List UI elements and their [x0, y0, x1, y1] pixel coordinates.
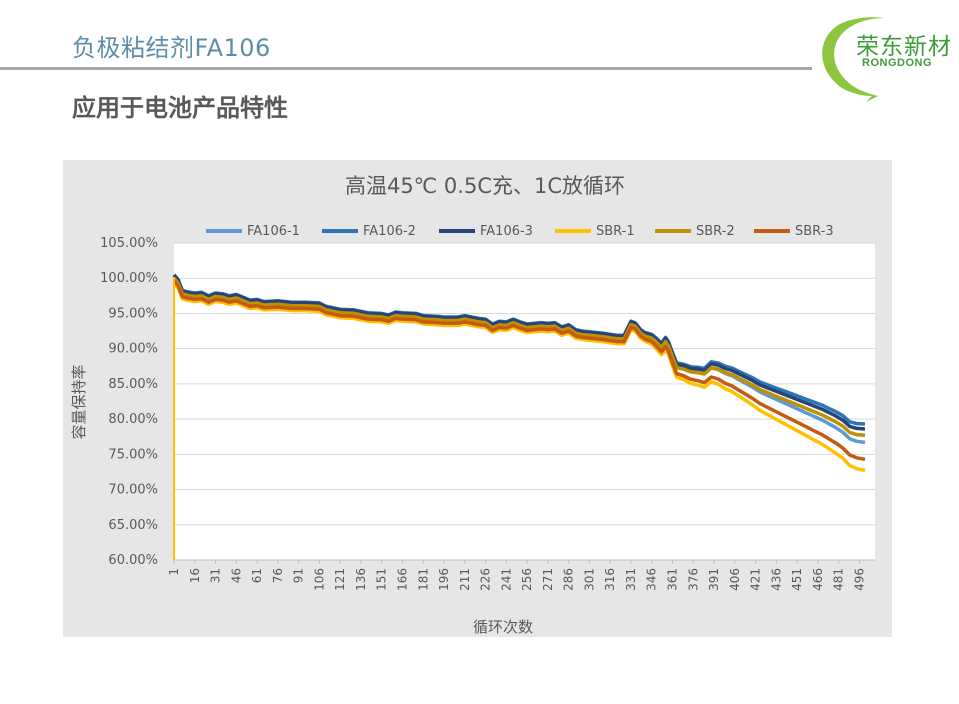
capacity-retention-chart: 高温45℃ 0.5C充、1C放循环 FA106-1 FA106-2 FA106-3 S… — [70, 174, 875, 636]
x-tick-label: 1 — [167, 568, 181, 576]
x-tick-label: 76 — [271, 568, 285, 583]
chart-panel: 高温45℃ 0.5C充、1C放循环 FA106-1 FA106-2 FA106-3 S… — [63, 160, 892, 637]
x-tick-label: 226 — [479, 568, 493, 591]
x-tick-label: 211 — [458, 568, 472, 591]
logo-name-cn: 荣东新材 — [856, 34, 952, 60]
title-divider — [0, 67, 812, 70]
series-lines — [172, 273, 866, 560]
x-tick-label: 481 — [832, 568, 846, 591]
x-tick-label: 61 — [250, 568, 264, 583]
x-tick-label: 256 — [520, 568, 534, 591]
chart-title: 高温45℃ 0.5C充、1C放循环 — [345, 174, 625, 198]
x-tick-label: 451 — [790, 568, 804, 591]
x-tick-label: 391 — [707, 568, 721, 591]
y-tick-label: 100.00% — [100, 271, 158, 286]
y-tick-label: 105.00% — [100, 236, 158, 251]
slide-title: 负极粘结剂FA106 — [72, 34, 271, 62]
x-tick-label: 151 — [375, 568, 389, 591]
x-tick-label: 406 — [728, 568, 742, 591]
y-tick-label: 80.00% — [108, 412, 158, 427]
legend-label: SBR-1 — [596, 224, 635, 239]
x-tick-label: 166 — [395, 568, 409, 591]
legend-label: FA106-1 — [247, 224, 300, 239]
x-tick-label: 241 — [499, 568, 513, 591]
y-tick-label: 85.00% — [108, 377, 158, 392]
legend-label: FA106-2 — [363, 224, 416, 239]
y-tick-label: 75.00% — [108, 447, 158, 462]
x-tick-label: 286 — [562, 568, 576, 591]
y-tick-label: 95.00% — [108, 306, 158, 321]
x-tick-label: 331 — [624, 568, 638, 591]
slide-subtitle: 应用于电池产品特性 — [72, 94, 288, 122]
x-tick-label: 301 — [582, 568, 596, 591]
x-tick-label: 346 — [645, 568, 659, 591]
x-tick-label: 496 — [852, 568, 866, 591]
x-tick-label: 31 — [209, 568, 223, 583]
y-tick-label: 70.00% — [108, 483, 158, 498]
x-axis-label: 循环次数 — [473, 618, 533, 636]
x-tick-label: 436 — [769, 568, 783, 591]
plot-area — [174, 243, 875, 560]
logo-name-en: RONGDONG — [862, 57, 932, 69]
x-tick-label: 376 — [686, 568, 700, 591]
y-tick-label: 90.00% — [108, 342, 158, 357]
x-tick-label: 46 — [229, 568, 243, 583]
x-tick-label: 181 — [416, 568, 430, 591]
x-tick-label: 136 — [354, 568, 368, 591]
series-line-sbr-1 — [172, 282, 866, 473]
x-tick-label: 361 — [666, 568, 680, 591]
logo-ring-icon — [822, 17, 884, 102]
x-tick-label: 466 — [811, 568, 825, 591]
x-tick-label: 16 — [188, 568, 202, 583]
legend-label: SBR-2 — [696, 224, 735, 239]
y-tick-label: 60.00% — [108, 553, 158, 568]
x-tick-label: 271 — [541, 568, 555, 591]
series-line-sbr-3 — [172, 279, 866, 462]
x-tick-label: 421 — [749, 568, 763, 591]
legend-label: FA106-3 — [480, 224, 533, 239]
y-axis-label: 容量保持率 — [70, 364, 88, 439]
legend-label: SBR-3 — [795, 224, 834, 239]
series-line-sbr-2 — [172, 277, 866, 438]
y-axis-ticks: 105.00% 100.00% 95.00% 90.00% 85.00% 80.00% 75… — [100, 236, 158, 568]
y-tick-label: 65.00% — [108, 518, 158, 533]
series-line-fa106-3 — [172, 274, 866, 431]
x-tick-label: 196 — [437, 568, 451, 591]
x-tick-label: 316 — [603, 568, 617, 591]
chart-legend: FA106-1 FA106-2 FA106-3 SBR-1 SBR-2 SBR-3 — [206, 224, 834, 239]
grid-lines — [174, 242, 875, 561]
x-axis-ticks: 1 16 31 46 61 76 91 106 121 136 151 166 181 196 211 226… — [167, 560, 866, 591]
company-logo-icon — [822, 17, 884, 102]
x-tick-label: 121 — [333, 568, 347, 591]
x-tick-label: 106 — [312, 568, 326, 591]
x-tick-label: 91 — [292, 568, 306, 583]
